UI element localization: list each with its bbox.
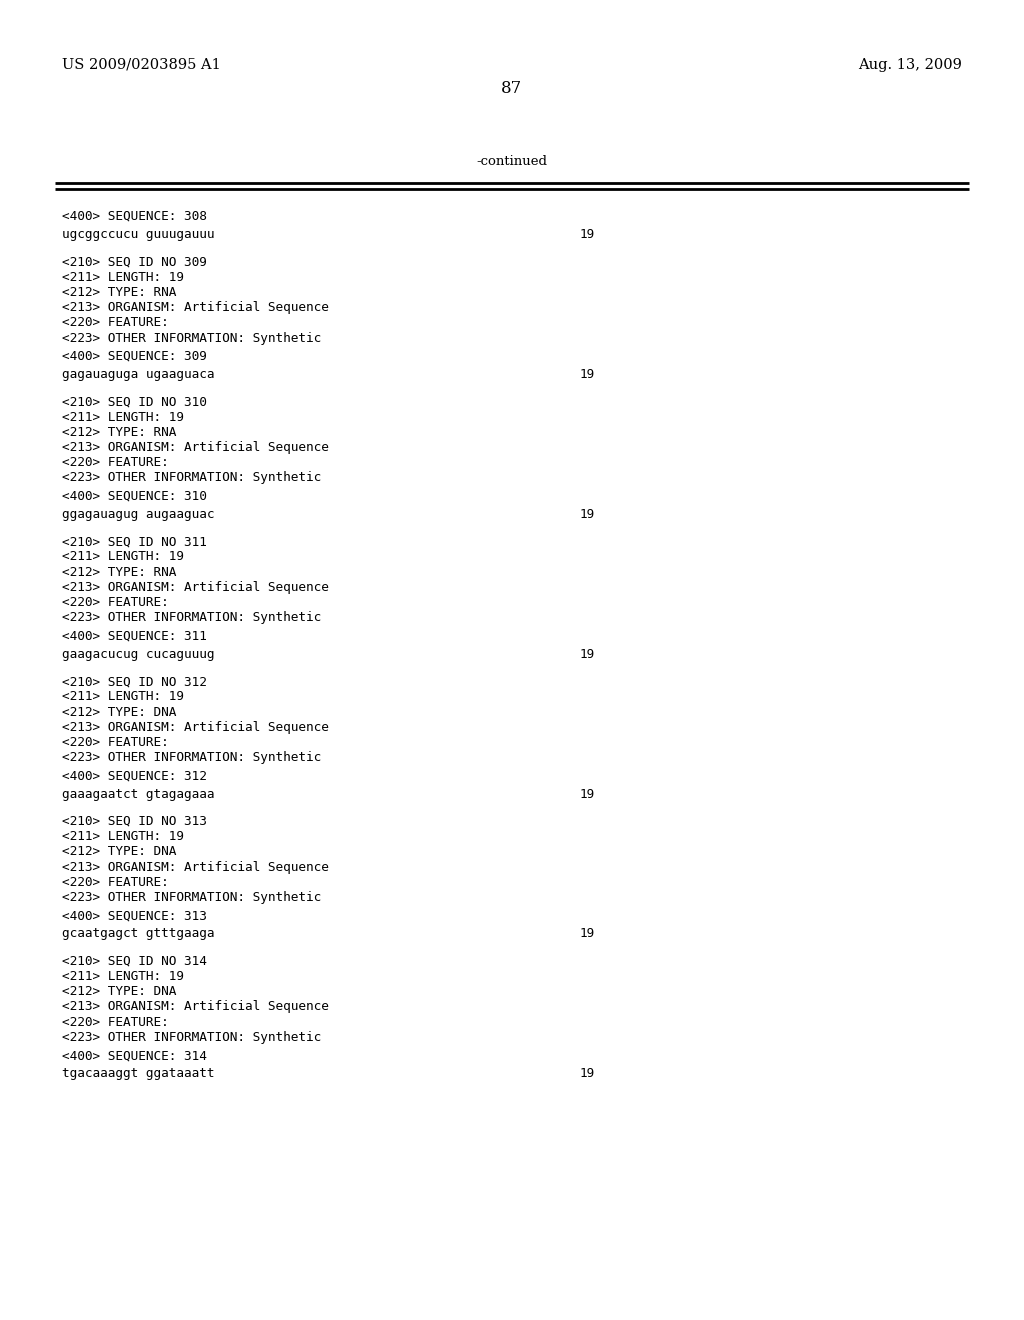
Text: <223> OTHER INFORMATION: Synthetic: <223> OTHER INFORMATION: Synthetic [62, 471, 322, 484]
Text: <210> SEQ ID NO 312: <210> SEQ ID NO 312 [62, 675, 207, 688]
Text: <212> TYPE: RNA: <212> TYPE: RNA [62, 566, 176, 578]
Text: Aug. 13, 2009: Aug. 13, 2009 [858, 58, 962, 73]
Text: 19: 19 [580, 368, 595, 381]
Text: <211> LENGTH: 19: <211> LENGTH: 19 [62, 271, 184, 284]
Text: <223> OTHER INFORMATION: Synthetic: <223> OTHER INFORMATION: Synthetic [62, 751, 322, 764]
Text: <220> FEATURE:: <220> FEATURE: [62, 317, 169, 330]
Text: <220> FEATURE:: <220> FEATURE: [62, 1015, 169, 1028]
Text: <220> FEATURE:: <220> FEATURE: [62, 737, 169, 748]
Text: gcaatgagct gtttgaaga: gcaatgagct gtttgaaga [62, 928, 214, 940]
Text: 19: 19 [580, 508, 595, 521]
Text: <211> LENGTH: 19: <211> LENGTH: 19 [62, 690, 184, 704]
Text: <210> SEQ ID NO 309: <210> SEQ ID NO 309 [62, 256, 207, 268]
Text: ggagauagug augaaguac: ggagauagug augaaguac [62, 508, 214, 521]
Text: 19: 19 [580, 228, 595, 242]
Text: 19: 19 [580, 928, 595, 940]
Text: US 2009/0203895 A1: US 2009/0203895 A1 [62, 58, 221, 73]
Text: <220> FEATURE:: <220> FEATURE: [62, 597, 169, 609]
Text: <213> ORGANISM: Artificial Sequence: <213> ORGANISM: Artificial Sequence [62, 301, 329, 314]
Text: <220> FEATURE:: <220> FEATURE: [62, 457, 169, 469]
Text: 87: 87 [502, 81, 522, 96]
Text: <212> TYPE: RNA: <212> TYPE: RNA [62, 426, 176, 438]
Text: <210> SEQ ID NO 310: <210> SEQ ID NO 310 [62, 396, 207, 408]
Text: <212> TYPE: DNA: <212> TYPE: DNA [62, 985, 176, 998]
Text: <213> ORGANISM: Artificial Sequence: <213> ORGANISM: Artificial Sequence [62, 721, 329, 734]
Text: <212> TYPE: DNA: <212> TYPE: DNA [62, 845, 176, 858]
Text: <400> SEQUENCE: 314: <400> SEQUENCE: 314 [62, 1049, 207, 1063]
Text: <400> SEQUENCE: 313: <400> SEQUENCE: 313 [62, 909, 207, 923]
Text: <400> SEQUENCE: 310: <400> SEQUENCE: 310 [62, 490, 207, 503]
Text: <211> LENGTH: 19: <211> LENGTH: 19 [62, 411, 184, 424]
Text: <223> OTHER INFORMATION: Synthetic: <223> OTHER INFORMATION: Synthetic [62, 891, 322, 904]
Text: <400> SEQUENCE: 312: <400> SEQUENCE: 312 [62, 770, 207, 783]
Text: <213> ORGANISM: Artificial Sequence: <213> ORGANISM: Artificial Sequence [62, 581, 329, 594]
Text: <220> FEATURE:: <220> FEATURE: [62, 875, 169, 888]
Text: <400> SEQUENCE: 309: <400> SEQUENCE: 309 [62, 350, 207, 363]
Text: <211> LENGTH: 19: <211> LENGTH: 19 [62, 550, 184, 564]
Text: gagauaguga ugaaguaca: gagauaguga ugaaguaca [62, 368, 214, 381]
Text: <223> OTHER INFORMATION: Synthetic: <223> OTHER INFORMATION: Synthetic [62, 611, 322, 624]
Text: <400> SEQUENCE: 311: <400> SEQUENCE: 311 [62, 630, 207, 643]
Text: <212> TYPE: DNA: <212> TYPE: DNA [62, 705, 176, 718]
Text: <213> ORGANISM: Artificial Sequence: <213> ORGANISM: Artificial Sequence [62, 1001, 329, 1014]
Text: 19: 19 [580, 788, 595, 801]
Text: -continued: -continued [476, 154, 548, 168]
Text: <210> SEQ ID NO 311: <210> SEQ ID NO 311 [62, 536, 207, 548]
Text: ugcggccucu guuugauuu: ugcggccucu guuugauuu [62, 228, 214, 242]
Text: gaaagaatct gtagagaaa: gaaagaatct gtagagaaa [62, 788, 214, 801]
Text: <213> ORGANISM: Artificial Sequence: <213> ORGANISM: Artificial Sequence [62, 441, 329, 454]
Text: <210> SEQ ID NO 313: <210> SEQ ID NO 313 [62, 814, 207, 828]
Text: gaagacucug cucaguuug: gaagacucug cucaguuug [62, 648, 214, 661]
Text: <223> OTHER INFORMATION: Synthetic: <223> OTHER INFORMATION: Synthetic [62, 331, 322, 345]
Text: <212> TYPE: RNA: <212> TYPE: RNA [62, 286, 176, 300]
Text: <210> SEQ ID NO 314: <210> SEQ ID NO 314 [62, 954, 207, 968]
Text: tgacaaaggt ggataaatt: tgacaaaggt ggataaatt [62, 1068, 214, 1080]
Text: <213> ORGANISM: Artificial Sequence: <213> ORGANISM: Artificial Sequence [62, 861, 329, 874]
Text: <211> LENGTH: 19: <211> LENGTH: 19 [62, 830, 184, 843]
Text: 19: 19 [580, 1068, 595, 1080]
Text: <211> LENGTH: 19: <211> LENGTH: 19 [62, 970, 184, 983]
Text: 19: 19 [580, 648, 595, 661]
Text: <400> SEQUENCE: 308: <400> SEQUENCE: 308 [62, 210, 207, 223]
Text: <223> OTHER INFORMATION: Synthetic: <223> OTHER INFORMATION: Synthetic [62, 1031, 322, 1044]
